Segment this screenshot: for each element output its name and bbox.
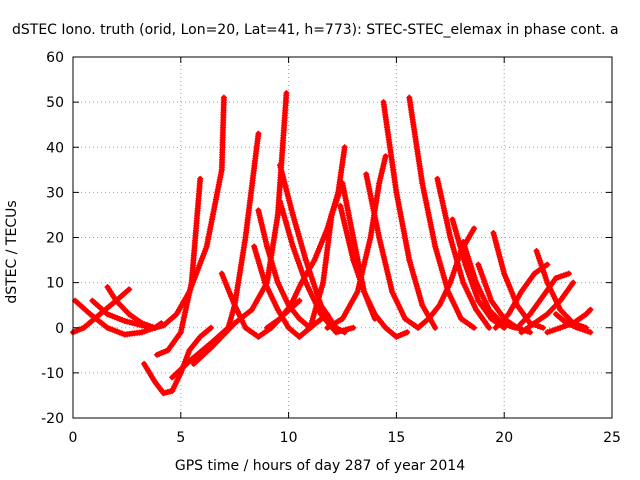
y-tick-label: -20 bbox=[41, 411, 64, 427]
data-series bbox=[141, 324, 214, 397]
data-point bbox=[126, 286, 133, 293]
x-tick-label: 10 bbox=[280, 430, 298, 446]
data-point bbox=[296, 297, 303, 304]
series-track bbox=[363, 171, 421, 331]
data-series bbox=[514, 270, 572, 331]
data-point bbox=[587, 306, 594, 313]
y-tick-label: 0 bbox=[55, 321, 64, 337]
y-tick-label: 40 bbox=[46, 140, 64, 156]
data-layer bbox=[70, 90, 594, 397]
y-tick-label: 30 bbox=[46, 185, 64, 201]
x-tick-label: 15 bbox=[387, 430, 405, 446]
data-point bbox=[587, 329, 594, 336]
data-point bbox=[207, 324, 214, 331]
data-point bbox=[197, 175, 204, 182]
data-point bbox=[527, 329, 534, 336]
data-series bbox=[154, 175, 204, 358]
x-axis-label: GPS time / hours of day 287 of year 2014 bbox=[174, 458, 466, 474]
data-point bbox=[570, 279, 577, 286]
y-tick-label: 20 bbox=[46, 231, 64, 247]
data-series bbox=[324, 153, 389, 331]
grid bbox=[73, 57, 612, 418]
y-tick-label: -10 bbox=[41, 366, 64, 382]
data-point bbox=[382, 153, 389, 160]
data-point bbox=[471, 225, 478, 232]
x-tick-label: 5 bbox=[176, 430, 185, 446]
y-tick-label: 60 bbox=[46, 50, 64, 66]
x-tick-label: 20 bbox=[495, 430, 513, 446]
data-point bbox=[544, 261, 551, 268]
data-point bbox=[404, 329, 411, 336]
data-point bbox=[255, 130, 262, 137]
data-series bbox=[449, 216, 508, 331]
data-series bbox=[363, 171, 421, 331]
y-tick-label: 50 bbox=[46, 95, 64, 111]
data-series bbox=[276, 198, 357, 336]
data-series bbox=[434, 175, 493, 331]
data-point bbox=[540, 324, 547, 331]
data-series bbox=[380, 99, 439, 331]
data-point bbox=[565, 270, 572, 277]
data-point bbox=[283, 90, 290, 97]
data-series bbox=[406, 94, 478, 331]
x-tick-label: 25 bbox=[603, 430, 621, 446]
data-point bbox=[220, 94, 227, 101]
x-tick-label: 0 bbox=[69, 430, 78, 446]
data-point bbox=[341, 144, 348, 151]
ticks: 0 5 10 15 20 25 -20 -10 0 10 20 30 40 50 60 bbox=[41, 50, 621, 446]
data-point bbox=[471, 324, 478, 331]
data-series bbox=[490, 229, 547, 331]
data-series bbox=[552, 311, 594, 336]
y-tick-label: 10 bbox=[46, 276, 64, 292]
data-series bbox=[104, 94, 227, 331]
data-series bbox=[337, 202, 411, 340]
chart-title: dSTEC Iono. truth (orid, Lon=20, Lat=41,… bbox=[12, 22, 619, 38]
data-point bbox=[350, 324, 357, 331]
data-series bbox=[518, 279, 577, 336]
data-point bbox=[486, 324, 493, 331]
data-point bbox=[432, 324, 439, 331]
data-series bbox=[255, 207, 314, 331]
